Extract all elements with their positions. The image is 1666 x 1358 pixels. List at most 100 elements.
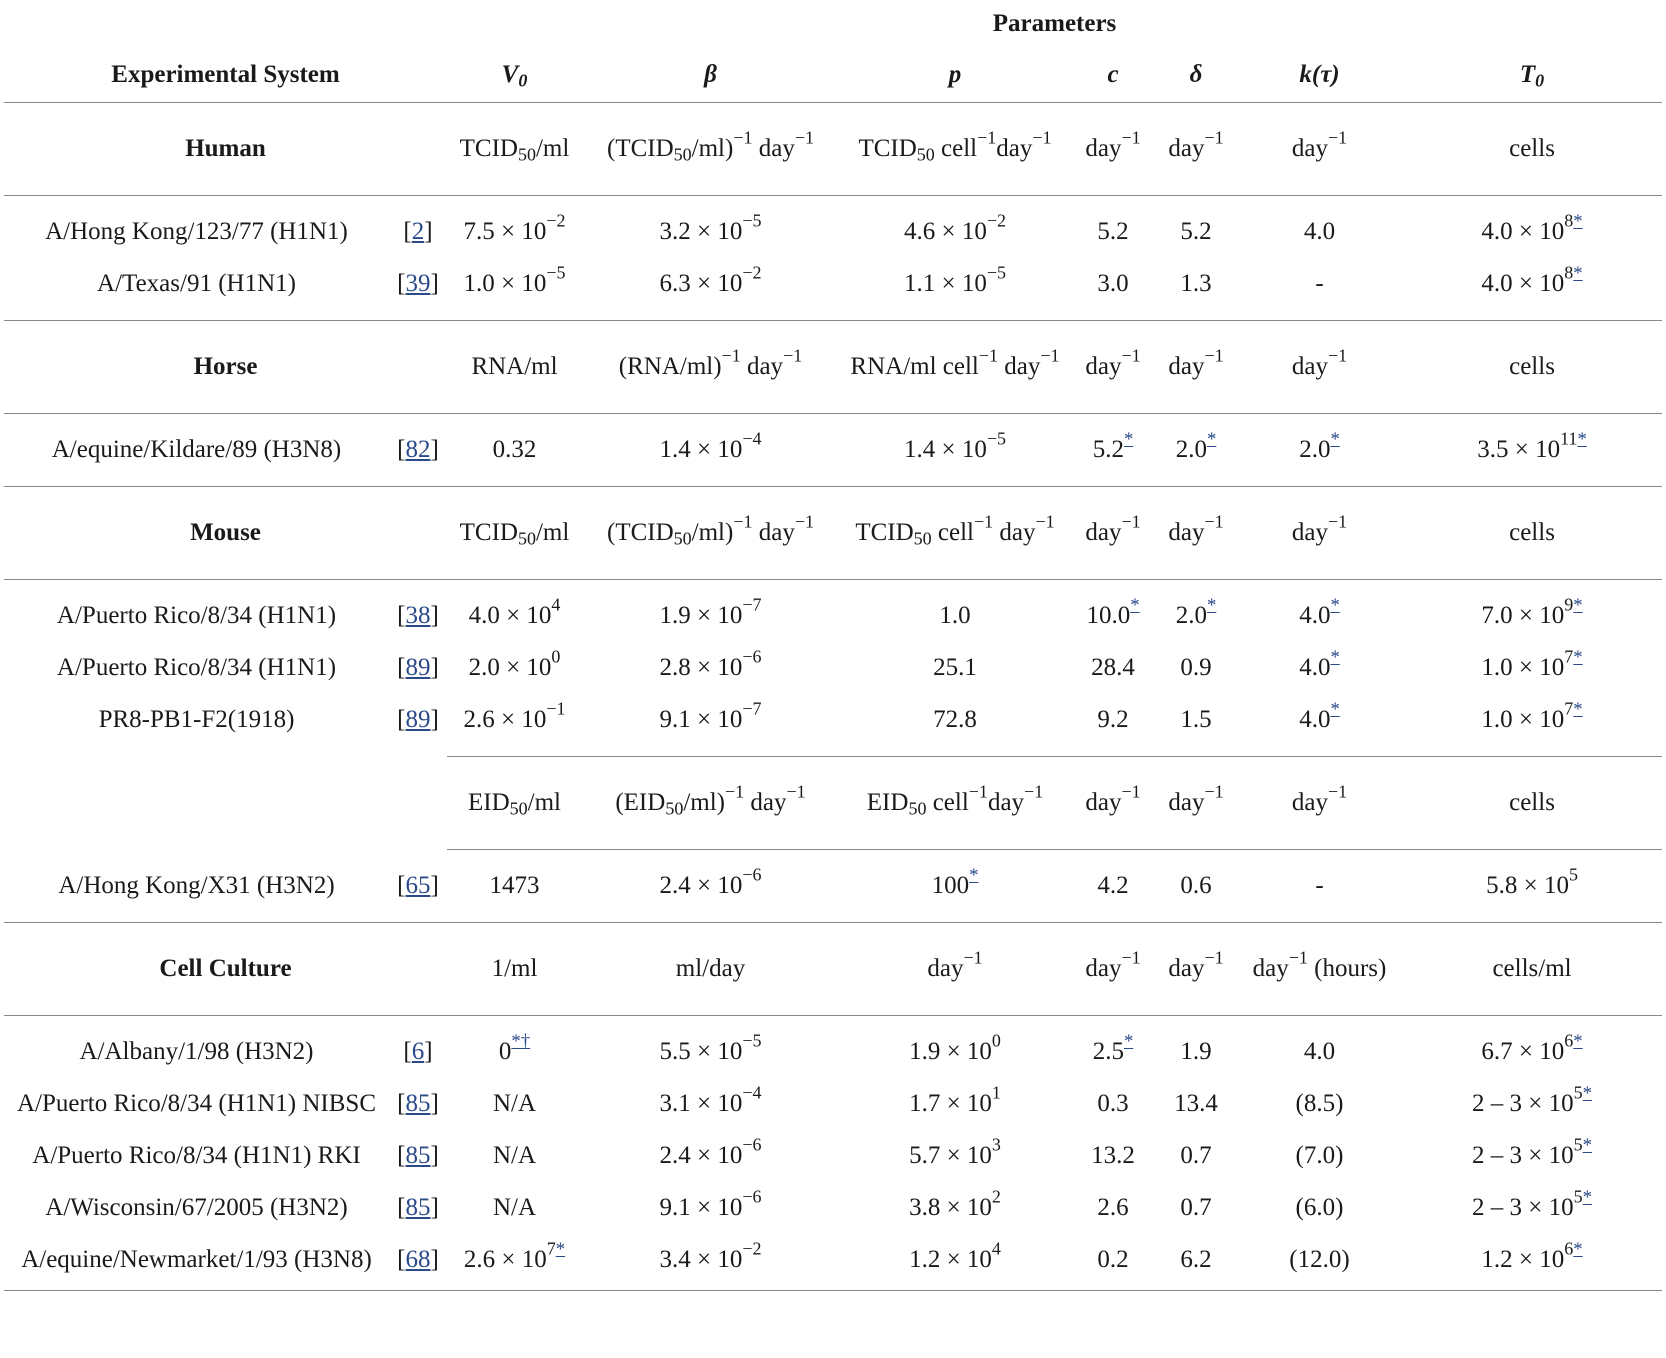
unit-cell: TCID50/ml	[447, 102, 582, 196]
value-v0: 2.6 × 107*	[463, 1238, 566, 1273]
value-t0: 2 – 3 × 105*	[1472, 1134, 1593, 1169]
value-p: 5.7 × 103	[909, 1134, 1001, 1169]
value-p: 72.8	[933, 706, 977, 733]
value-c: 28.4	[1091, 654, 1135, 681]
reference-link[interactable]: 6	[411, 1038, 425, 1065]
parameter-table: Parameters Experimental System V0 β p c …	[4, 0, 1663, 1291]
reference-link[interactable]: 85	[405, 1142, 431, 1169]
value-beta: 1.4 × 10−4	[659, 428, 762, 463]
value-k: 4.0*	[1299, 646, 1340, 681]
value-v0: 7.5 × 10−2	[463, 210, 566, 245]
unit-cell: day−1	[1155, 102, 1237, 196]
value-t0: 1.0 × 107*	[1481, 698, 1583, 733]
system-name: PR8-PB1-F2(1918)	[98, 706, 295, 733]
value-t0: 4.0 × 108*	[1481, 262, 1583, 297]
reference-link[interactable]: 68	[405, 1246, 431, 1273]
reference-link[interactable]: 89	[405, 706, 431, 733]
value-k: -	[1315, 270, 1324, 297]
reference-link[interactable]: 85	[405, 1090, 431, 1117]
value-delta: 1.5	[1180, 706, 1212, 733]
system-name: A/Puerto Rico/8/34 (H1N1) RKI	[32, 1142, 361, 1169]
value-p: 1.9 × 100	[909, 1030, 1001, 1065]
value-delta: 1.9	[1180, 1038, 1212, 1065]
table-row: A/Puerto Rico/8/34 (H1N1) NIBSC [85] N/A 3.…	[4, 1078, 1662, 1130]
value-t0: 5.8 × 105	[1486, 864, 1578, 899]
value-beta: 2.4 × 10−6	[659, 864, 762, 899]
reference-link[interactable]: 39	[405, 270, 431, 297]
value-c: 5.2	[1097, 218, 1129, 245]
units-row: Horse RNA/ml (RNA/ml)−1 day−1 RNA/ml cell−1…	[4, 320, 1663, 414]
system-name: A/Albany/1/98 (H3N2)	[79, 1038, 314, 1065]
reference-link[interactable]: 82	[405, 436, 431, 463]
value-beta: 3.2 × 10−5	[659, 210, 762, 245]
value-k: 4.0	[1303, 1038, 1336, 1065]
value-p: 1.4 × 10−5	[903, 428, 1006, 463]
unit-cell: day−1	[1071, 486, 1155, 580]
unit-cell: (TCID50/ml)−1 day−1	[582, 102, 839, 196]
table-body: Human TCID50/ml (TCID50/ml)−1 day−1 TCID50 …	[4, 102, 1663, 1291]
value-v0: 2.6 × 10−1	[463, 698, 566, 733]
value-v0: 1473	[489, 872, 540, 899]
system-name: A/Wisconsin/67/2005 (H3N2)	[45, 1194, 348, 1221]
group-name: Cell Culture	[4, 922, 447, 1016]
unit-cell: day−1	[1071, 102, 1155, 196]
unit-cell: EID50 cell−1day−1	[839, 756, 1071, 850]
table-row: A/Hong Kong/X31 (H3N2) [65] 1473 2.4 × 10−6…	[4, 860, 1662, 912]
value-delta: 0.9	[1180, 654, 1212, 681]
unit-cell: day−1	[1155, 922, 1237, 1016]
col-p: p	[948, 61, 962, 88]
value-beta: 2.4 × 10−6	[659, 1134, 762, 1169]
group-name: Human	[4, 102, 447, 196]
value-t0: 3.5 × 1011*	[1477, 428, 1587, 463]
value-beta: 5.5 × 10−5	[659, 1030, 762, 1065]
unit-cell: day−1	[1237, 102, 1402, 196]
reference-link[interactable]: 65	[405, 872, 431, 899]
value-k: 4.0*	[1299, 594, 1340, 629]
value-p: 1.1 × 10−5	[903, 262, 1006, 297]
value-beta: 3.4 × 10−2	[659, 1238, 762, 1273]
units-row: Human TCID50/ml (TCID50/ml)−1 day−1 TCID50 …	[4, 102, 1663, 196]
col-c: c	[1107, 61, 1119, 88]
value-v0: 2.0 × 100	[468, 646, 561, 681]
value-c: 13.2	[1091, 1142, 1135, 1169]
value-k: (8.5)	[1295, 1090, 1344, 1117]
reference-link[interactable]: 89	[405, 654, 431, 681]
value-t0: 4.0 × 108*	[1481, 210, 1583, 245]
reference-cell: [65]	[397, 872, 439, 899]
units-row: Cell Culture 1/ml ml/day day−1 day−1 day−1 day…	[4, 922, 1663, 1016]
value-p: 25.1	[933, 654, 977, 681]
unit-cell: day−1	[1237, 486, 1402, 580]
value-t0: 7.0 × 109*	[1481, 594, 1583, 629]
value-beta: 9.1 × 10−6	[659, 1186, 762, 1221]
unit-cell: TCID50 cell−1day−1	[839, 102, 1071, 196]
group-name	[4, 757, 447, 850]
value-t0: 6.7 × 106*	[1481, 1030, 1583, 1065]
value-k: (7.0)	[1295, 1142, 1344, 1169]
value-c: 4.2	[1097, 872, 1129, 899]
system-name: A/Hong Kong/123/77 (H1N1)	[45, 218, 348, 245]
value-v0: 1.0 × 10−5	[463, 262, 566, 297]
value-beta: 9.1 × 10−7	[659, 698, 762, 733]
unit-cell: 1/ml	[447, 922, 582, 1016]
system-name: A/Puerto Rico/8/34 (H1N1)	[56, 602, 337, 629]
unit-cell: day−1 (hours)	[1237, 922, 1402, 1016]
value-p: 4.6 × 10−2	[903, 210, 1006, 245]
unit-cell: cells/ml	[1402, 922, 1663, 1016]
system-name: A/Puerto Rico/8/34 (H1N1) NIBSC	[16, 1090, 377, 1117]
value-c: 9.2	[1097, 706, 1129, 733]
reference-link[interactable]: 85	[405, 1194, 431, 1221]
value-c: 10.0*	[1086, 594, 1140, 629]
value-beta: 1.9 × 10−7	[659, 594, 762, 629]
unit-cell: day−1	[1071, 320, 1155, 414]
unit-cell: (RNA/ml)−1 day−1	[582, 320, 839, 414]
reference-link[interactable]: 2	[411, 218, 425, 245]
value-delta: 0.6	[1180, 872, 1212, 899]
value-c: 0.3	[1097, 1090, 1129, 1117]
value-v0: N/A	[492, 1142, 537, 1169]
value-p: 1.7 × 101	[909, 1082, 1001, 1117]
value-c: 5.2*	[1092, 428, 1134, 463]
value-p: 1.2 × 104	[909, 1238, 1001, 1273]
unit-cell: cells	[1402, 320, 1663, 414]
system-name: A/Texas/91 (H1N1)	[97, 270, 296, 297]
reference-link[interactable]: 38	[405, 602, 431, 629]
